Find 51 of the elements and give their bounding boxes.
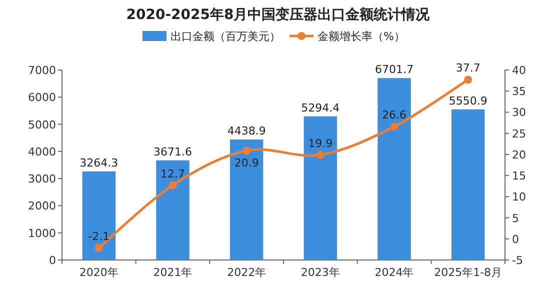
data-label: 20.9 xyxy=(234,156,259,170)
y2-tick-label: -5 xyxy=(512,254,523,267)
point xyxy=(316,150,324,159)
x-tick-label: 2022年 xyxy=(227,266,266,279)
data-label: 26.6 xyxy=(382,108,406,122)
bar xyxy=(378,78,411,260)
data-label: 37.7 xyxy=(456,62,480,75)
point xyxy=(464,76,472,84)
y-tick-label: 1000 xyxy=(28,226,56,240)
data-label: 4438.9 xyxy=(227,124,266,138)
y-tick-label: 4000 xyxy=(28,145,56,158)
y2-tick-label: 30 xyxy=(512,106,526,120)
y2-tick-label: 35 xyxy=(512,85,526,98)
bar xyxy=(230,140,264,260)
y2-tick-label: 0 xyxy=(512,232,519,246)
bar xyxy=(304,116,338,260)
data-label: 5294.4 xyxy=(301,101,340,114)
y2-tick-label: 20 xyxy=(512,148,526,162)
point xyxy=(94,244,103,252)
data-label: 6701.7 xyxy=(375,63,414,76)
x-tick-label: 2020年 xyxy=(79,266,118,279)
legend-label: 金额增长率（%） xyxy=(318,30,405,43)
data-label: 5550.9 xyxy=(448,94,488,108)
x-tick-label: 2024年 xyxy=(374,266,414,279)
data-label: -2.1 xyxy=(88,230,110,243)
x-tick-label: 2021年 xyxy=(153,266,192,279)
y2-tick-label: 10 xyxy=(512,190,526,204)
y-tick-label: 3000 xyxy=(28,172,56,186)
chart-title: 2020-2025年8月中国变压器出口金额统计情况 xyxy=(126,6,431,23)
y-tick-label: 0 xyxy=(49,254,56,267)
point xyxy=(390,122,398,131)
x-tick-label: 2023年 xyxy=(300,266,340,279)
data-label: 12.7 xyxy=(160,167,185,180)
legend-label: 出口金额（百万美元） xyxy=(170,30,280,43)
y-tick-label: 5000 xyxy=(28,118,56,132)
bar xyxy=(156,160,190,260)
y2-tick-label: 40 xyxy=(512,64,526,77)
y2-tick-label: 25 xyxy=(512,127,526,140)
point xyxy=(168,181,177,190)
y-tick-label: 6000 xyxy=(28,91,56,104)
y2-tick-label: 5 xyxy=(512,212,519,225)
data-label: 19.9 xyxy=(308,136,333,150)
bar xyxy=(451,109,485,260)
y-tick-label: 7000 xyxy=(28,64,56,77)
point xyxy=(242,146,251,155)
x-tick-label: 2025年1-8月 xyxy=(434,266,502,279)
y2-tick-label: 15 xyxy=(512,170,526,183)
y-tick-label: 2000 xyxy=(28,200,56,213)
data-label: 3671.6 xyxy=(154,145,192,158)
data-label: 3264.3 xyxy=(80,156,118,170)
bar xyxy=(82,171,116,260)
